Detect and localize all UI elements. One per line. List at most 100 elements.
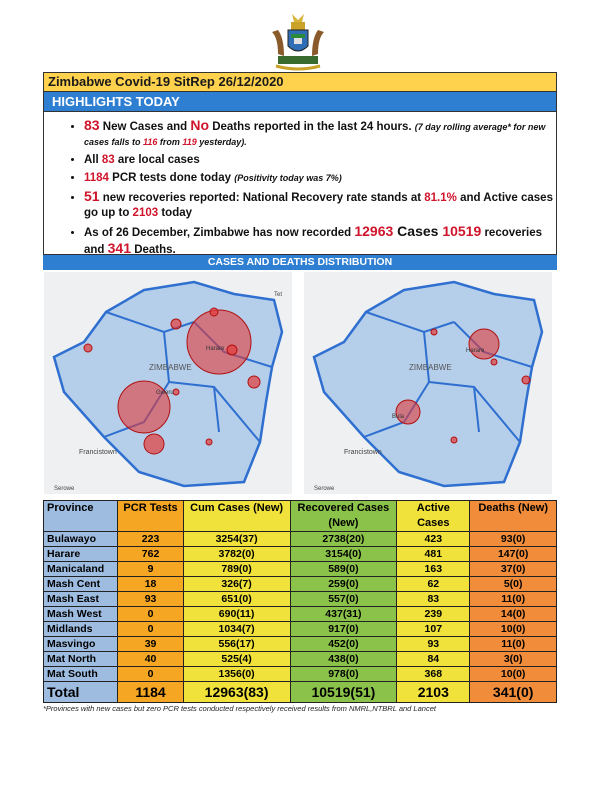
col-recovered: Recovered Cases (New) (289, 500, 398, 532)
cases-map-svg: ZIMBABWE Harare Francistown Serowe Tet G… (52, 280, 284, 492)
col-province: Province (42, 500, 119, 532)
cell-rec: 917(0) (289, 621, 398, 637)
total-act: 2103 (396, 681, 471, 703)
cell-province: Midlands (42, 621, 119, 637)
table-row: Mat South 0 1356(0) 978(0) 368 10(0) (42, 666, 557, 682)
cell-province: Mat North (42, 651, 119, 667)
distribution-heading: CASES AND DEATHS DISTRIBUTION (43, 255, 557, 270)
cell-cum: 789(0) (182, 561, 291, 577)
country-label: ZIMBABWE (149, 363, 192, 372)
bulawayo-deaths-bubble (395, 399, 421, 425)
highlight-recoveries: 51 new recoveries reported: National Rec… (84, 189, 556, 221)
cell-province: Mash East (42, 591, 119, 607)
note-text: from (157, 137, 183, 147)
highlight-text: and Active cases go up to (84, 192, 553, 219)
cell-cum: 3782(0) (182, 546, 291, 562)
positivity-note: (Positivity today was 7%) (234, 173, 342, 183)
serowe-label: Serowe (54, 486, 75, 492)
cell-pcr: 0 (117, 666, 184, 682)
cell-pcr: 39 (117, 636, 184, 652)
local-cases-count: 83 (101, 154, 115, 166)
note-text: yesterday). (196, 137, 247, 147)
cell-province: Mat South (42, 666, 119, 682)
rolling-average-yesterday: 119 (182, 137, 197, 147)
masheast-cases-bubble (226, 344, 238, 356)
rolling-average-today: 116 (143, 137, 158, 147)
no-deaths-label: No (190, 117, 210, 133)
table-row: Midlands 0 1034(7) 917(0) 107 10(0) (42, 621, 557, 637)
cell-pcr: 93 (117, 591, 184, 607)
cell-dth: 5(0) (469, 576, 557, 592)
masvingo-cases-bubble (205, 438, 213, 446)
cell-province: Mash Cent (42, 576, 119, 592)
highlight-text: All (84, 154, 102, 166)
francistown-label: Francistown (79, 449, 117, 456)
cell-dth: 11(0) (469, 636, 557, 652)
harare-label: Harare (466, 348, 485, 354)
midlands-cases-bubble (172, 388, 180, 396)
total-rec: 10519(51) (289, 681, 398, 703)
cell-rec: 259(0) (289, 576, 398, 592)
highlight-text: As of 26 December, Zimbabwe has now reco… (84, 227, 355, 239)
mashcent-cases-bubble (209, 307, 219, 317)
cell-dth: 10(0) (469, 666, 557, 682)
new-recoveries-count: 51 (84, 188, 100, 204)
masheast-deaths-bubble (490, 358, 498, 366)
cell-act: 62 (396, 576, 471, 592)
table-total-row: Total 1184 12963(83) 10519(51) 2103 341(… (42, 681, 557, 703)
cell-act: 481 (396, 546, 471, 562)
cell-province: Harare (42, 546, 119, 562)
highlight-text: recoveries and (84, 227, 543, 256)
cell-cum: 556(17) (182, 636, 291, 652)
table-row: Masvingo 39 556(17) 452(0) 93 11(0) (42, 636, 557, 652)
cell-cum: 690(11) (182, 606, 291, 622)
pcr-tests-count: 1184 (84, 172, 109, 184)
cell-act: 107 (396, 621, 471, 637)
mashwest-deaths-bubble (430, 328, 438, 336)
highlight-local-cases: All 83 are local cases (84, 153, 556, 168)
mashwest-cases-bubble (170, 318, 182, 330)
highlight-text: Cases (393, 223, 443, 239)
province-table: Province PCR Tests Cum Cases (New) Recov… (42, 500, 557, 703)
cell-rec: 437(31) (289, 606, 398, 622)
cell-pcr: 9 (117, 561, 184, 577)
cell-pcr: 18 (117, 576, 184, 592)
cell-cum: 326(7) (182, 576, 291, 592)
cell-dth: 147(0) (469, 546, 557, 562)
cell-dth: 14(0) (469, 606, 557, 622)
recovery-rate: 81.1% (424, 192, 457, 204)
bulawayo-cases-bubble (117, 380, 171, 434)
cumulative-recoveries: 10519 (442, 223, 482, 239)
cell-dth: 37(0) (469, 561, 557, 577)
cell-act: 239 (396, 606, 471, 622)
cell-rec: 589(0) (289, 561, 398, 577)
bulawayo-label: Bula (392, 414, 405, 420)
highlights-list: 83 New Cases and No Deaths reported in t… (44, 118, 556, 258)
cell-pcr: 40 (117, 651, 184, 667)
cell-pcr: 0 (117, 606, 184, 622)
harare-deaths-bubble (468, 328, 500, 360)
manicaland-deaths-bubble (521, 375, 531, 385)
highlights-heading: HIGHLIGHTS TODAY (43, 92, 557, 111)
cell-act: 93 (396, 636, 471, 652)
table-row: Mash Cent 18 326(7) 259(0) 62 5(0) (42, 576, 557, 592)
total-label: Total (42, 681, 119, 703)
table-header-row: Province PCR Tests Cum Cases (New) Recov… (42, 500, 557, 532)
cell-dth: 10(0) (469, 621, 557, 637)
table-row: Manicaland 9 789(0) 589(0) 163 37(0) (42, 561, 557, 577)
rolling-average-note: (7 day rolling average* for new cases fa… (84, 122, 545, 147)
cell-province: Manicaland (42, 561, 119, 577)
cell-act: 83 (396, 591, 471, 607)
highlight-text: today (158, 207, 193, 219)
matnorth-cases-bubble (83, 343, 93, 353)
deaths-map: ZIMBABWE Harare Francistown Serowe Bula (304, 272, 552, 494)
col-cum-cases: Cum Cases (New) (182, 500, 291, 532)
cell-pcr: 223 (117, 531, 184, 547)
harare-label: Harare (206, 346, 225, 352)
cell-cum: 525(4) (182, 651, 291, 667)
table-row: Mash West 0 690(11) 437(31) 239 14(0) (42, 606, 557, 622)
cell-dth: 93(0) (469, 531, 557, 547)
table-body: Bulawayo 223 3254(37) 2738(20) 423 93(0)… (42, 531, 557, 703)
highlight-new-cases: 83 New Cases and No Deaths reported in t… (84, 118, 556, 150)
cell-rec: 438(0) (289, 651, 398, 667)
